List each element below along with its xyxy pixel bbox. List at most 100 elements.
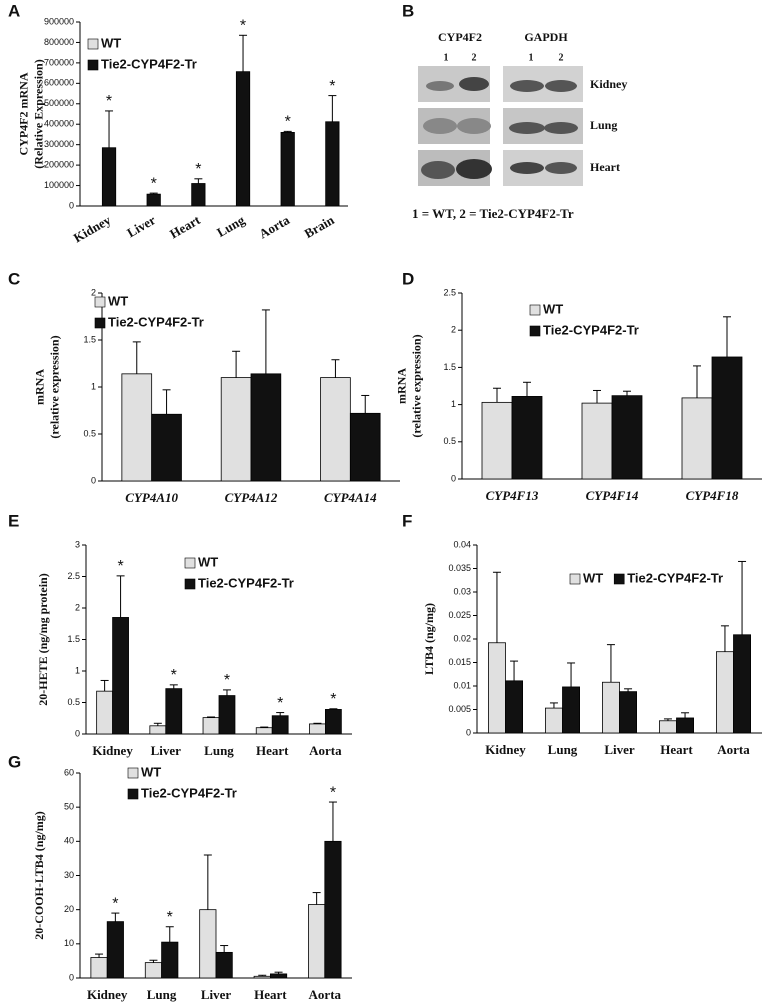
y-tick-label: 0.015 [448,657,471,667]
bar [481,401,513,480]
bar [96,690,113,735]
blot-panel: B CYP4F2 GAPDH 1 2 1 2 Kidney Lung Heart… [402,1,627,221]
bar [349,412,381,482]
bar [505,680,524,734]
x-tick-label: CYP4F13 [486,488,539,503]
bar [202,717,220,735]
bar [199,909,217,979]
bar [711,356,743,480]
blot-band [510,80,544,92]
bar [151,413,182,482]
blot-row: Heart [590,160,620,174]
significance-mark: * [224,672,230,689]
bar [106,921,124,979]
bar [112,617,129,735]
legend-swatch [569,573,581,585]
panel-letter: C [8,269,20,288]
blot-lane: 1 [529,52,534,63]
y-tick-label: 400000 [44,119,74,129]
y-tick-label: 3 [75,539,80,549]
blot-band [421,161,455,179]
legend-label: WT [141,764,161,779]
y-tick-label: 0 [69,972,74,982]
bar [659,720,677,734]
bar [581,402,613,480]
bar [121,373,153,482]
significance-mark: * [171,667,177,684]
x-tick-label: Kidney [71,212,114,245]
y-tick-label: 10 [64,938,74,948]
legend-swatch [87,59,99,71]
x-tick-label: Heart [660,742,693,757]
y-tick-label: 0.035 [448,563,471,573]
y-tick-label: 2.5 [67,571,80,581]
bar [320,377,351,482]
y-tick-label: 2 [75,602,80,612]
y-tick-label: 2 [451,325,456,335]
blot-band [426,81,454,91]
y-tick-label: 0 [466,727,471,737]
y-axis-label: LTB4 (ng/mg) [422,603,436,675]
y-tick-label: 0.01 [453,680,471,690]
bar [324,709,342,735]
significance-mark: * [329,78,335,95]
y-tick-label: 200000 [44,159,74,169]
y-tick-label: 900000 [44,16,74,26]
blot-lane: 1 [444,52,449,63]
significance-mark: * [195,161,201,178]
panel-letter: G [8,752,21,771]
y-axis-label: CYP4F2 mRNA [16,72,30,155]
legend-swatch [529,325,541,337]
bar [90,957,108,979]
x-tick-label: Heart [167,212,203,242]
legend-swatch [184,578,196,590]
x-tick-label: Aorta [309,743,342,758]
bar [271,715,289,735]
x-tick-label: Lung [548,742,578,757]
y-tick-label: 1 [75,665,80,675]
y-tick-label: 100000 [44,180,74,190]
legend-swatch [87,38,99,50]
blot-band [457,118,491,134]
significance-mark: * [117,558,123,575]
x-tick-label: Heart [256,743,289,758]
significance-mark: * [240,18,246,35]
legend-label: WT [101,35,121,50]
bar [165,688,183,735]
y-tick-label: 0.005 [448,704,471,714]
x-tick-label: Lung [147,987,177,1002]
x-tick-label: Liver [201,987,232,1002]
significance-mark: * [112,895,118,912]
y-tick-label: 1.5 [83,334,96,344]
significance-mark: * [151,175,157,192]
blot-band [423,118,457,134]
legend-label: Tie2-CYP4F2-Tr [627,570,723,585]
bar [215,951,233,979]
y-tick-label: 700000 [44,57,74,67]
y-tick-label: 1.5 [67,634,80,644]
blot-column: CYP4F2 [438,30,482,44]
legend-label: Tie2-CYP4F2-Tr [543,322,639,337]
x-tick-label: CYP4A14 [324,490,377,505]
x-tick-label: Kidney [87,987,128,1002]
legend-swatch [529,304,541,316]
bar [611,395,643,480]
bar [280,131,295,207]
y-axis-label: (relative expression) [409,334,423,437]
blot-lane: 2 [559,52,564,63]
bar [562,686,581,734]
y-tick-label: 0.5 [67,697,80,707]
y-tick-label: 0 [69,200,74,210]
x-tick-label: Lung [214,212,248,240]
bar [235,71,251,207]
y-axis-label: (relative expression) [47,335,61,438]
x-tick-label: Kidney [92,743,133,758]
bar [309,723,326,735]
y-tick-label: 300000 [44,139,74,149]
x-tick-label: CYP4F18 [686,488,739,503]
y-tick-label: 50 [64,802,74,812]
y-tick-label: 800000 [44,37,74,47]
blot-band [544,122,578,134]
x-tick-label: Brain [302,212,338,241]
